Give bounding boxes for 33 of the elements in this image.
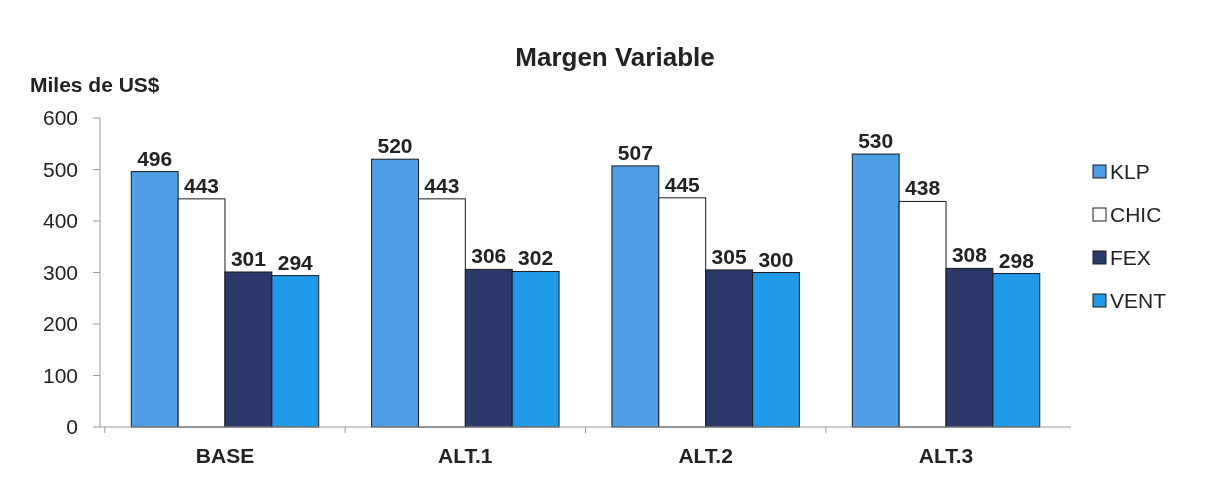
x-tick-label: ALT.2 [678, 444, 733, 467]
data-label: 298 [998, 248, 1035, 272]
data-label: 438 [905, 176, 941, 200]
legend-label: CHIC [1110, 203, 1162, 227]
data-label: 305 [711, 244, 747, 268]
legend-label: KLP [1110, 160, 1150, 184]
y-tick-label: 400 [42, 209, 78, 233]
data-label: 294 [277, 250, 314, 274]
data-label: 306 [471, 244, 507, 268]
legend-label: FEX [1110, 246, 1151, 270]
data-label: 507 [617, 140, 653, 164]
data-label: 300 [758, 247, 794, 271]
data-label: 496 [137, 146, 173, 170]
x-tick-label: ALT.3 [918, 444, 974, 467]
y-tick-label: 300 [42, 260, 78, 284]
data-label: 530 [858, 129, 894, 153]
data-label: 302 [518, 246, 554, 270]
chart-title: Margen Variable [515, 42, 715, 72]
y-tick-label: 600 [42, 106, 78, 130]
data-label: 308 [951, 243, 988, 267]
data-label: 520 [377, 134, 413, 158]
y-tick-label: 500 [42, 157, 78, 181]
data-label: 301 [230, 246, 267, 270]
y-tick-label: 100 [42, 363, 78, 387]
data-label: 443 [184, 173, 220, 197]
data-label: 445 [664, 172, 701, 196]
x-tick-label: BASE [195, 444, 255, 467]
x-tick-label: ALT.1 [438, 444, 493, 467]
legend-label: VENT [1110, 289, 1167, 313]
y-axis-title: Miles de US$ [30, 73, 160, 96]
y-tick-label: 0 [66, 415, 78, 439]
data-label: 443 [424, 173, 460, 197]
y-tick-label: 200 [42, 312, 78, 336]
